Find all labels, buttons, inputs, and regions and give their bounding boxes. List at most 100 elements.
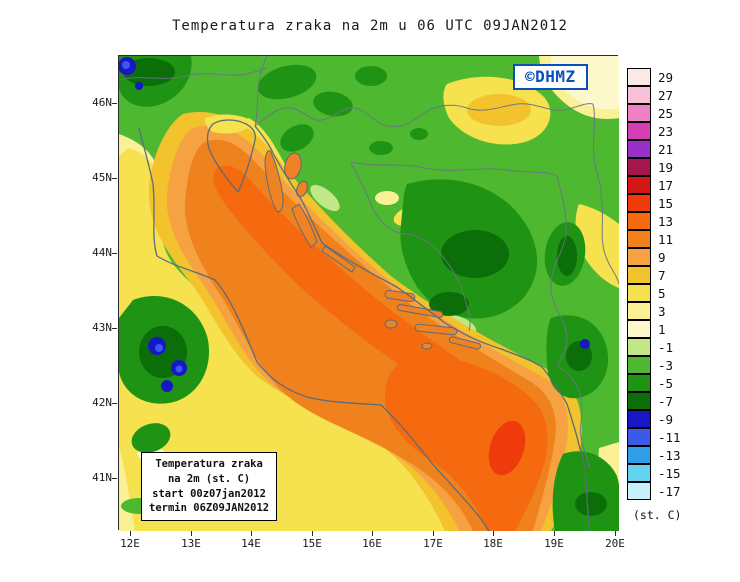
legend-row: -17	[627, 481, 681, 500]
legend-swatch	[627, 337, 651, 356]
legend-swatch	[627, 409, 651, 428]
legend-row: 19	[627, 157, 681, 176]
legend-value: 7	[658, 267, 666, 283]
legend-swatch	[627, 211, 651, 230]
legend-row: 7	[627, 265, 681, 284]
legend-swatch	[627, 481, 651, 500]
legend-swatch	[627, 157, 651, 176]
legend-value: -7	[658, 393, 674, 409]
legend-value: 11	[658, 231, 674, 247]
x-axis-tick-label: 12E	[120, 537, 140, 550]
info-line-parameter: Temperatura zraka	[155, 458, 263, 471]
legend-value: 21	[658, 141, 674, 157]
legend-swatch	[627, 85, 651, 104]
legend-row: 23	[627, 121, 681, 140]
legend-value: -9	[658, 411, 674, 427]
legend-swatch	[627, 319, 651, 338]
y-axis-tickmark	[112, 253, 117, 254]
y-axis-tickmark	[112, 328, 117, 329]
legend-row: 3	[627, 301, 681, 320]
legend-value: -15	[658, 465, 681, 481]
x-axis-tickmark	[312, 531, 313, 536]
legend-value: 23	[658, 123, 674, 139]
y-axis-tickmark	[112, 178, 117, 179]
legend-swatch	[627, 247, 651, 266]
east-yellow-streak	[575, 204, 619, 288]
warm-red-spot	[488, 420, 526, 476]
legend-swatch	[627, 103, 651, 122]
legend-value: 9	[658, 249, 666, 265]
coastline-paths	[138, 119, 590, 531]
legend-value: -11	[658, 429, 681, 445]
x-axis-tickmark	[251, 531, 252, 536]
legend-row: -11	[627, 427, 681, 446]
legend-value: 1	[658, 321, 666, 337]
x-axis-tickmark	[130, 531, 131, 536]
x-axis-tickmark	[433, 531, 434, 536]
legend-row: 9	[627, 247, 681, 266]
info-line-termin: termin 06Z09JAN2012	[149, 502, 270, 515]
y-axis-tickmark	[112, 403, 117, 404]
bosnia-paleyellow-spot	[375, 191, 399, 205]
legend-swatch	[627, 265, 651, 284]
legend-swatch	[627, 373, 651, 392]
y-axis-tickmark	[112, 103, 117, 104]
legend-row: -13	[627, 445, 681, 464]
legend-value: -13	[658, 447, 681, 463]
legend-value: 19	[658, 159, 674, 175]
legend-row: 1	[627, 319, 681, 338]
info-line-start: start 00z07jan2012	[152, 487, 266, 500]
legend-value: 17	[658, 177, 674, 193]
legend-swatch	[627, 283, 651, 302]
legend-value: -5	[658, 375, 674, 391]
run-info-box: Temperatura zraka na 2m (st. C) start 00…	[141, 452, 278, 521]
legend-value: 29	[658, 69, 674, 85]
legend-swatch	[627, 301, 651, 320]
legend-row: 27	[627, 85, 681, 104]
legend-swatch	[627, 427, 651, 446]
legend-value: 27	[658, 87, 674, 103]
y-axis-tick-label: 44N	[92, 246, 112, 259]
legend-swatch	[627, 445, 651, 464]
legend-row: 29	[627, 67, 681, 86]
legend-swatch	[627, 121, 651, 140]
palegreen-patch	[310, 184, 340, 212]
sea-core-band	[213, 165, 466, 390]
x-axis-tick-label: 18E	[483, 537, 503, 550]
legend-swatch	[627, 139, 651, 158]
legend-value: -17	[658, 483, 681, 499]
info-line-level: na 2m (st. C)	[167, 472, 251, 485]
x-axis-tickmark	[615, 531, 616, 536]
y-axis-tickmark	[112, 478, 117, 479]
legend-row: -5	[627, 373, 681, 392]
legend-swatch	[627, 391, 651, 410]
legend-value: 13	[658, 213, 674, 229]
legend-swatch	[627, 193, 651, 212]
y-axis-tick-label: 41N	[92, 471, 112, 484]
legend-value: -1	[658, 339, 674, 355]
cold-blue-spots	[119, 57, 590, 392]
legend-value: 25	[658, 105, 674, 121]
legend-row: 17	[627, 175, 681, 194]
legend-swatch	[627, 229, 651, 248]
x-axis-tick-label: 19E	[544, 537, 564, 550]
y-axis-tick-label: 42N	[92, 396, 112, 409]
x-axis-tickmark	[493, 531, 494, 536]
x-axis-tick-label: 20E	[605, 537, 625, 550]
legend-row: -1	[627, 337, 681, 356]
legend-swatch	[627, 355, 651, 374]
legend-row: 21	[627, 139, 681, 158]
legend-swatch	[627, 175, 651, 194]
legend-value: 5	[658, 285, 666, 301]
legend-row: 15	[627, 193, 681, 212]
x-axis-tick-label: 13E	[181, 537, 201, 550]
legend-swatch	[627, 67, 651, 86]
x-axis-tick-label: 14E	[241, 537, 261, 550]
legend-swatch	[627, 463, 651, 482]
map-plot-area: ©DHMZ Temperatura zraka na 2m (st. C) st…	[118, 55, 619, 531]
northeast-gold-core	[467, 94, 531, 126]
country-borders	[119, 56, 619, 469]
legend-row: 25	[627, 103, 681, 122]
legend-row: -7	[627, 391, 681, 410]
